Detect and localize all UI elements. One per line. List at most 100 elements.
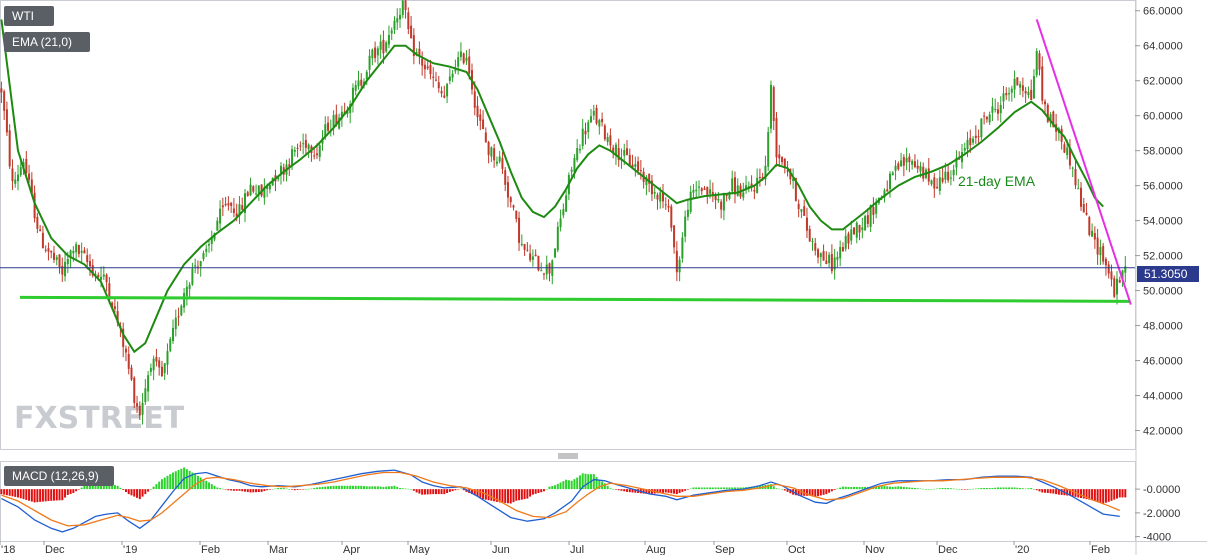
macd-histogram-bar <box>124 489 127 493</box>
candle-body <box>39 229 42 232</box>
candle-body <box>1074 168 1077 186</box>
candle-body <box>996 109 999 114</box>
macd-tag[interactable]: MACD (12,26,9) <box>4 466 114 486</box>
macd-histogram-bar <box>686 489 689 490</box>
macd-histogram-bar <box>504 489 507 503</box>
macd-histogram-bar <box>598 479 601 490</box>
candle-body <box>587 122 590 132</box>
macd-histogram-bar <box>1085 489 1088 500</box>
candle-body <box>562 209 565 216</box>
macd-histogram-bar <box>656 489 659 494</box>
candle-body <box>913 161 916 168</box>
candle-body <box>891 172 894 176</box>
candle-body <box>919 166 922 172</box>
candle-body <box>963 148 966 151</box>
macd-histogram-bar <box>152 486 155 490</box>
panel-resize-handle[interactable] <box>558 453 578 459</box>
macd-histogram-bar <box>462 489 465 491</box>
candle-body <box>648 173 651 184</box>
macd-histogram-bar <box>238 489 241 491</box>
macd-histogram-bar <box>645 489 648 494</box>
candle-body <box>230 202 233 206</box>
candle-body <box>1077 188 1080 190</box>
macd-histogram-bar <box>194 474 197 490</box>
candle-body <box>324 124 327 137</box>
macd-histogram-bar <box>91 482 94 490</box>
candle-body <box>828 254 831 264</box>
macd-histogram-bar <box>470 489 473 495</box>
ema-21-line <box>0 19 1104 354</box>
candle-body <box>313 155 316 157</box>
y-tick-label: 56.0000 <box>1143 181 1183 193</box>
candle-body <box>465 57 468 62</box>
macd-histogram-bar <box>883 486 886 490</box>
macd-histogram-bar <box>429 489 432 495</box>
macd-histogram-bar <box>822 489 825 495</box>
candle-body <box>172 327 175 342</box>
macd-histogram-bar <box>313 488 316 490</box>
macd-histogram-bar <box>919 488 922 490</box>
candle-body <box>357 80 360 87</box>
macd-histogram-bar <box>479 489 482 498</box>
candle-body <box>41 232 44 249</box>
candle-body <box>448 76 451 81</box>
macd-histogram-bar <box>728 487 731 490</box>
candle-body <box>512 205 515 208</box>
macd-histogram-bar <box>349 485 352 490</box>
candle-body <box>152 358 155 371</box>
candle-body <box>77 244 80 255</box>
macd-histogram-bar <box>357 485 360 490</box>
macd-histogram-bar <box>412 489 415 491</box>
candle-body <box>966 139 969 150</box>
macd-histogram-bar <box>692 487 695 490</box>
candle-body <box>695 189 698 192</box>
candle-body <box>850 229 853 241</box>
macd-histogram-bar <box>221 488 224 490</box>
candle-body <box>385 42 388 52</box>
candle-body <box>573 158 576 172</box>
macd-histogram-bar <box>39 489 42 502</box>
candle-body <box>246 192 249 196</box>
candle-body <box>97 275 100 278</box>
candle-body <box>836 256 839 260</box>
candle-body <box>673 225 676 248</box>
candle-body <box>872 207 875 215</box>
candle-body <box>379 41 382 50</box>
candle-body <box>518 217 521 243</box>
candle-body <box>797 203 800 210</box>
macd-histogram-bar <box>994 487 997 490</box>
macd-histogram-bar <box>675 489 678 495</box>
candle-body <box>205 248 208 252</box>
candle-body <box>462 53 465 64</box>
ema-indicator-tag[interactable]: EMA (21,0) <box>4 32 90 52</box>
macd-histogram-bar <box>941 488 944 490</box>
macd-histogram-bar <box>648 489 651 495</box>
macd-histogram-bar <box>191 472 194 490</box>
candle-body <box>266 185 269 189</box>
macd-histogram-bar <box>955 488 958 490</box>
macd-histogram-bar <box>169 474 172 490</box>
macd-histogram-bar <box>304 489 307 490</box>
candle-body <box>742 192 745 198</box>
macd-histogram-bar <box>592 474 595 490</box>
fxstreet-watermark: FXSTREET <box>14 401 185 436</box>
candle-body <box>1016 77 1019 86</box>
macd-histogram-bar <box>861 486 864 490</box>
macd-histogram-bar <box>548 486 551 490</box>
macd-histogram-bar <box>794 489 797 496</box>
candle-body <box>36 216 39 229</box>
symbol-tag[interactable]: WTI <box>4 6 54 26</box>
macd-histogram-bar <box>401 488 404 490</box>
macd-histogram-bar <box>642 489 645 494</box>
candle-body <box>241 205 244 210</box>
macd-histogram-bar <box>695 487 698 490</box>
macd-histogram-bar <box>523 489 526 500</box>
macd-histogram-bar <box>83 485 86 490</box>
y-tick-label: 54.0000 <box>1143 216 1183 228</box>
candle-body <box>387 34 390 45</box>
macd-histogram-bar <box>396 486 399 490</box>
candle-body <box>299 145 302 147</box>
macd-histogram-bar <box>149 489 152 490</box>
macd-histogram-bar <box>72 489 75 494</box>
candle-body <box>407 12 410 30</box>
